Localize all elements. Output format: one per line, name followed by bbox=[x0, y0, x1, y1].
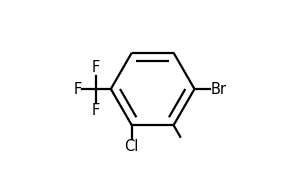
Text: F: F bbox=[74, 82, 82, 96]
Text: F: F bbox=[92, 103, 100, 118]
Text: Cl: Cl bbox=[124, 139, 139, 154]
Text: F: F bbox=[92, 60, 100, 75]
Text: Br: Br bbox=[211, 82, 226, 96]
